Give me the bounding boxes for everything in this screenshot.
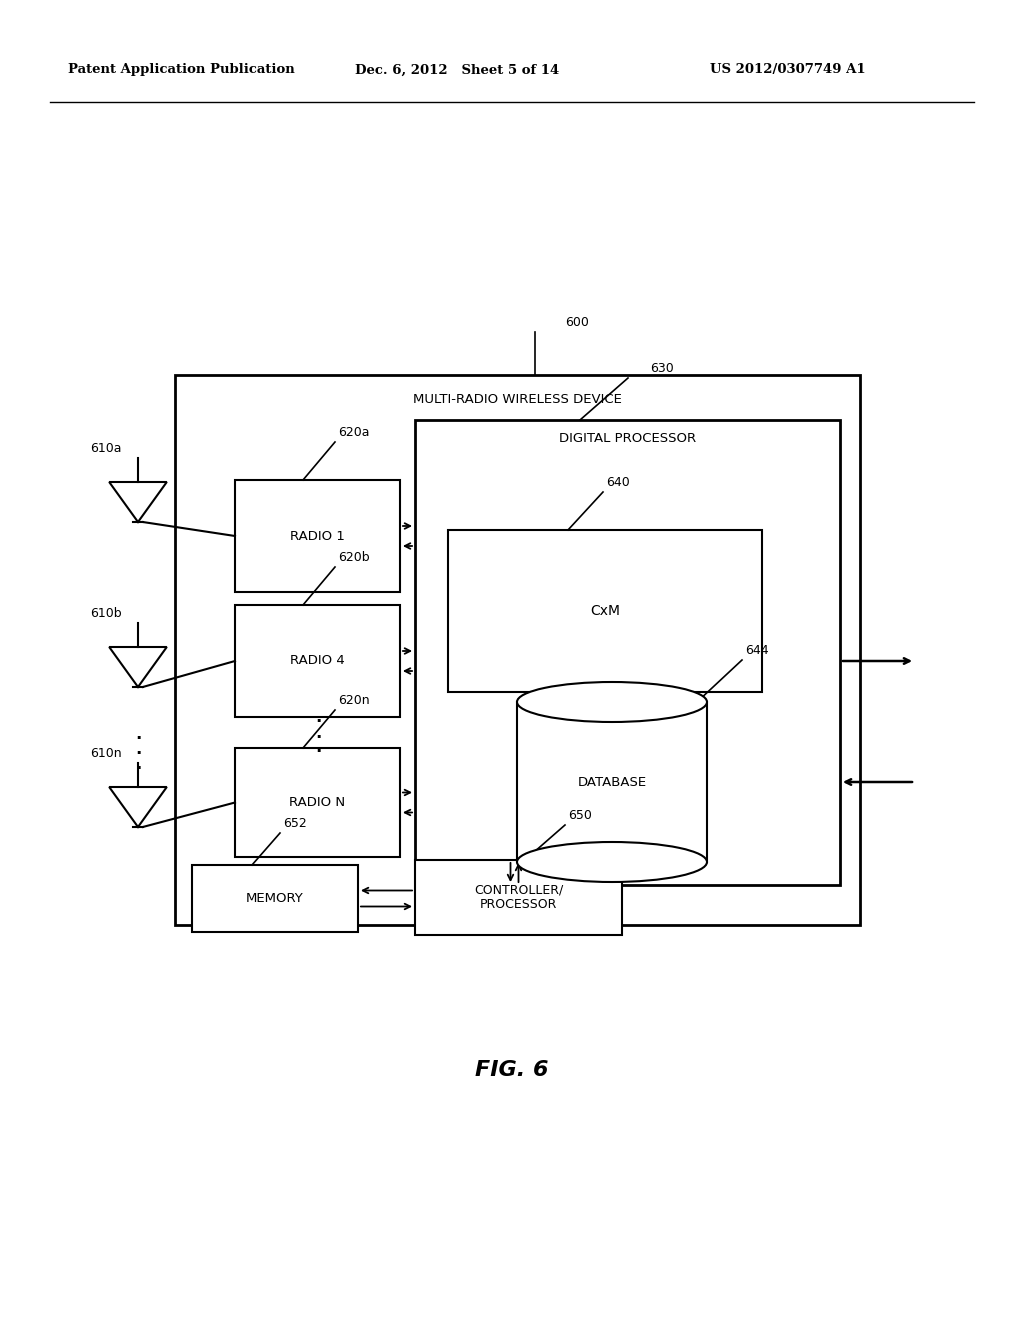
Bar: [234, 605, 400, 717]
Text: 600: 600: [565, 315, 589, 329]
Text: Patent Application Publication: Patent Application Publication: [68, 63, 295, 77]
Text: 650: 650: [568, 809, 592, 822]
Text: Dec. 6, 2012   Sheet 5 of 14: Dec. 6, 2012 Sheet 5 of 14: [355, 63, 559, 77]
Polygon shape: [110, 787, 167, 828]
Bar: [517, 702, 707, 862]
Text: 610b: 610b: [90, 607, 122, 620]
Text: 630: 630: [650, 362, 674, 375]
Text: RADIO 1: RADIO 1: [290, 529, 345, 543]
Text: 652: 652: [283, 817, 307, 830]
Text: 620n: 620n: [338, 694, 370, 708]
Text: 620a: 620a: [338, 426, 370, 440]
Ellipse shape: [517, 842, 707, 882]
Bar: [415, 420, 840, 884]
Text: RADIO 4: RADIO 4: [290, 655, 345, 668]
Text: 620b: 620b: [338, 550, 370, 564]
Ellipse shape: [517, 682, 707, 722]
Bar: [175, 375, 860, 925]
Bar: [234, 748, 400, 857]
Bar: [415, 861, 622, 935]
Text: 610a: 610a: [90, 442, 122, 455]
Text: FIG. 6: FIG. 6: [475, 1060, 549, 1080]
Bar: [193, 865, 358, 932]
Text: MULTI-RADIO WIRELESS DEVICE: MULTI-RADIO WIRELESS DEVICE: [413, 393, 622, 407]
Bar: [234, 480, 400, 591]
Text: CxM: CxM: [590, 605, 620, 618]
Text: 610n: 610n: [90, 747, 122, 760]
Text: DIGITAL PROCESSOR: DIGITAL PROCESSOR: [559, 432, 696, 445]
Polygon shape: [110, 482, 167, 521]
Text: .: .: [135, 725, 141, 743]
Polygon shape: [110, 647, 167, 686]
Text: MEMORY: MEMORY: [246, 892, 304, 906]
Text: US 2012/0307749 A1: US 2012/0307749 A1: [710, 63, 865, 77]
Text: .: .: [314, 738, 322, 756]
Text: 644: 644: [745, 644, 769, 657]
Text: .: .: [314, 709, 322, 726]
Text: RADIO N: RADIO N: [290, 796, 345, 809]
Text: .: .: [135, 741, 141, 758]
Text: DATABASE: DATABASE: [578, 776, 646, 788]
Text: .: .: [314, 723, 322, 742]
Text: CONTROLLER/
PROCESSOR: CONTROLLER/ PROCESSOR: [474, 883, 563, 912]
Bar: [449, 531, 762, 692]
Text: .: .: [135, 755, 141, 774]
Text: 640: 640: [606, 477, 630, 488]
